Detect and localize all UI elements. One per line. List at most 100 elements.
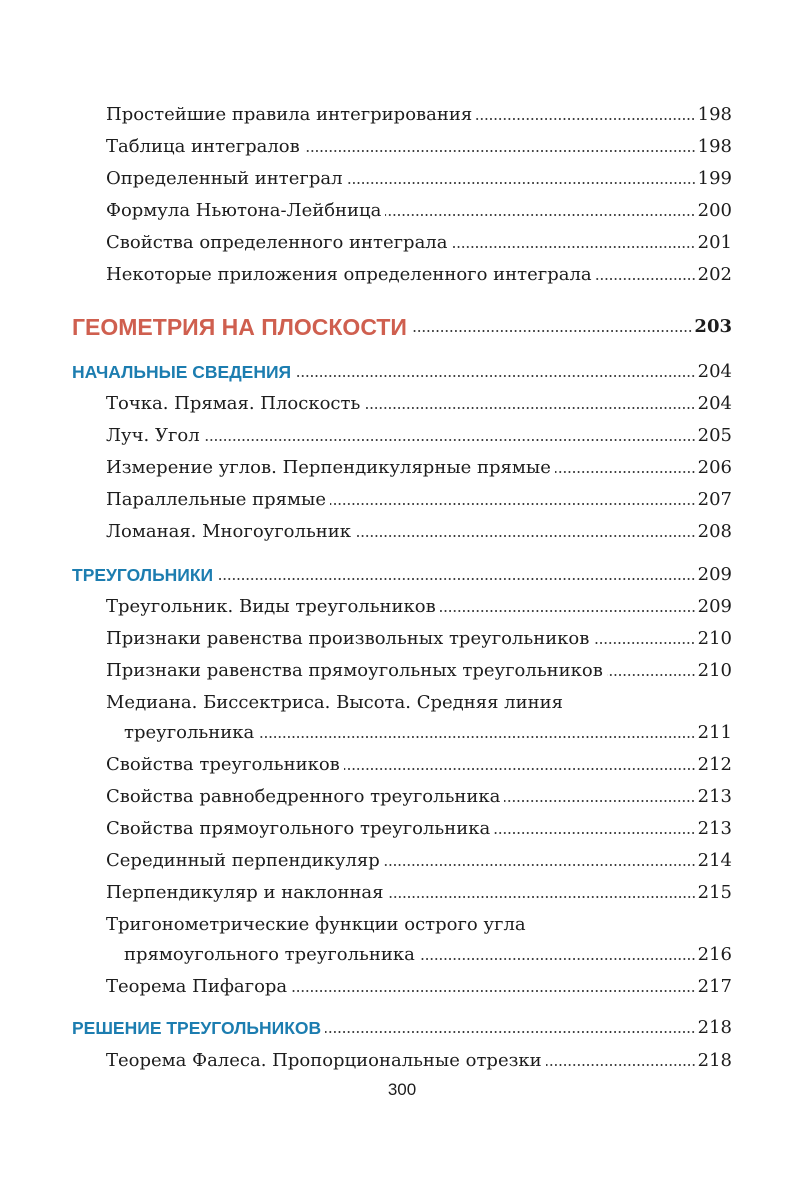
toc-entry[interactable]: Теорема Пифагора 217 — [106, 972, 732, 998]
dot-leader — [410, 329, 693, 333]
entry-page-number: 198 — [697, 136, 732, 157]
entry-title: Тригонометрические функции острого угла — [106, 914, 526, 935]
entry-page-number: 212 — [697, 754, 732, 775]
toc-entry-line1[interactable]: Медиана. Биссектриса. Высота. Средняя ли… — [106, 688, 732, 714]
entry-title: Точка. Прямая. Плоскость — [106, 393, 361, 414]
entry-page-number: 218 — [697, 1050, 732, 1071]
dot-leader — [330, 502, 696, 506]
entry-title-continued: прямоугольного треугольника — [124, 944, 415, 965]
toc-entry[interactable]: Признаки равенства произвольных треуголь… — [106, 624, 732, 650]
toc-entry[interactable]: Формула Ньютона-Лейбница 200 — [106, 196, 732, 222]
entry-page-number: 210 — [697, 660, 732, 681]
toc-subsection[interactable]: РЕШЕНИЕ ТРЕУГОЛЬНИКОВ 218 — [72, 1013, 732, 1039]
toc-entry[interactable]: Некоторые приложения определенного интег… — [106, 260, 732, 286]
toc-entry[interactable]: Серединный перпендикуляр 214 — [106, 846, 732, 872]
toc-entry[interactable]: Измерение углов. Перпендикулярные прямые… — [106, 453, 732, 479]
toc-entry[interactable]: Треугольник. Виды треугольников 209 — [106, 592, 732, 618]
entry-title: Признаки равенства прямоугольных треугол… — [106, 660, 603, 681]
entry-title: ГЕОМЕТРИЯ НА ПЛОСКОСТИ — [72, 314, 407, 340]
entry-page-number: 217 — [697, 976, 732, 997]
toc-entry[interactable]: Точка. Прямая. Плоскость 204 — [106, 389, 732, 415]
entry-title: Формула Ньютона-Лейбница — [106, 200, 382, 221]
entry-page-number: 205 — [697, 425, 732, 446]
entry-title: РЕШЕНИЕ ТРЕУГОЛЬНИКОВ — [72, 1018, 322, 1038]
entry-page-number: 215 — [697, 882, 732, 903]
page-number: 300 — [387, 1080, 417, 1099]
toc-entry[interactable]: Луч. Угол 205 — [106, 421, 732, 447]
dot-leader — [504, 799, 696, 803]
dot-leader — [383, 863, 696, 867]
dot-leader — [325, 1030, 696, 1034]
dot-leader — [494, 831, 696, 835]
entry-title: Простейшие правила интегрирования — [106, 104, 473, 125]
toc-subsection[interactable]: НАЧАЛЬНЫЕ СВЕДЕНИЯ 204 — [72, 357, 732, 383]
dot-leader — [303, 149, 696, 153]
dot-leader — [451, 245, 696, 249]
dot-leader — [418, 957, 696, 961]
entry-page-number: 202 — [697, 264, 732, 285]
dot-leader — [343, 767, 696, 771]
entry-page-number: 208 — [697, 521, 732, 542]
dot-leader — [554, 470, 696, 474]
entry-page-number: 209 — [697, 596, 732, 617]
dot-leader — [291, 989, 696, 993]
toc-entry[interactable]: треугольника 211 — [124, 718, 732, 744]
entry-title: Теорема Фалеса. Пропорциональные отрезки — [106, 1050, 542, 1071]
entry-page-number: 218 — [697, 1017, 732, 1038]
toc-entry[interactable]: Простейшие правила интегрирования 198 — [106, 100, 732, 126]
entry-page-number: 206 — [697, 457, 732, 478]
entry-title: Свойства прямоугольного треугольника — [106, 818, 491, 839]
toc-section[interactable]: ГЕОМЕТРИЯ НА ПЛОСКОСТИ 203 — [72, 312, 732, 340]
entry-page-number: 199 — [697, 168, 732, 189]
entry-title: НАЧАЛЬНЫЕ СВЕДЕНИЯ — [72, 362, 292, 382]
dot-leader — [439, 609, 696, 613]
dot-leader — [203, 438, 696, 442]
toc-entry[interactable]: Определенный интеграл 199 — [106, 164, 732, 190]
dot-leader — [258, 735, 696, 739]
entry-title: Параллельные прямые — [106, 489, 326, 510]
entry-page-number: 200 — [697, 200, 732, 221]
entry-page-number: 214 — [697, 850, 732, 871]
toc-entry[interactable]: Признаки равенства прямоугольных треугол… — [106, 656, 732, 682]
toc-entry[interactable]: прямоугольного треугольника 216 — [124, 940, 732, 966]
toc-entry[interactable]: Свойства определенного интеграла 201 — [106, 228, 732, 254]
dot-leader — [355, 534, 696, 538]
dot-leader — [295, 374, 696, 378]
toc-entry[interactable]: Таблица интегралов 198 — [106, 132, 732, 158]
entry-title: Перпендикуляр и наклонная — [106, 882, 384, 903]
dot-leader — [606, 673, 696, 677]
entry-title: Ломаная. Многоугольник — [106, 521, 351, 542]
toc-subsection[interactable]: ТРЕУГОЛЬНИКИ 209 — [72, 560, 732, 586]
entry-page-number: 207 — [697, 489, 732, 510]
dot-leader — [476, 117, 696, 121]
entry-page-number: 209 — [697, 564, 732, 585]
entry-page-number: 210 — [697, 628, 732, 649]
entry-page-number: 211 — [697, 722, 732, 743]
entry-page-number: 201 — [697, 232, 732, 253]
entry-title: Измерение углов. Перпендикулярные прямые — [106, 457, 551, 478]
entry-title-continued: треугольника — [124, 722, 255, 743]
entry-title: Определенный интеграл — [106, 168, 343, 189]
dot-leader — [545, 1063, 696, 1067]
toc-entry[interactable]: Перпендикуляр и наклонная 215 — [106, 878, 732, 904]
toc-entry-line1[interactable]: Тригонометрические функции острого угла — [106, 910, 732, 936]
entry-page-number: 203 — [694, 316, 732, 337]
dot-leader — [217, 577, 696, 581]
toc-entry[interactable]: Свойства равнобедренного треугольника 213 — [106, 782, 732, 808]
toc-entry[interactable]: Свойства треугольников 212 — [106, 750, 732, 776]
entry-title: Серединный перпендикуляр — [106, 850, 380, 871]
toc-entry[interactable]: Теорема Фалеса. Пропорциональные отрезки… — [106, 1046, 732, 1072]
entry-title: Таблица интегралов — [106, 136, 300, 157]
entry-title: Треугольник. Виды треугольников — [106, 596, 436, 617]
entry-title: Свойства треугольников — [106, 754, 340, 775]
toc-entry[interactable]: Ломаная. Многоугольник 208 — [106, 517, 732, 543]
toc-entry[interactable]: Параллельные прямые 207 — [106, 485, 732, 511]
dot-leader — [364, 406, 696, 410]
entry-title: Теорема Пифагора — [106, 976, 288, 997]
entry-title: Признаки равенства произвольных треуголь… — [106, 628, 590, 649]
dot-leader — [595, 277, 696, 281]
entry-title: ТРЕУГОЛЬНИКИ — [72, 565, 214, 585]
entry-page-number: 216 — [697, 944, 732, 965]
entry-title: Луч. Угол — [106, 425, 200, 446]
toc-entry[interactable]: Свойства прямоугольного треугольника 213 — [106, 814, 732, 840]
